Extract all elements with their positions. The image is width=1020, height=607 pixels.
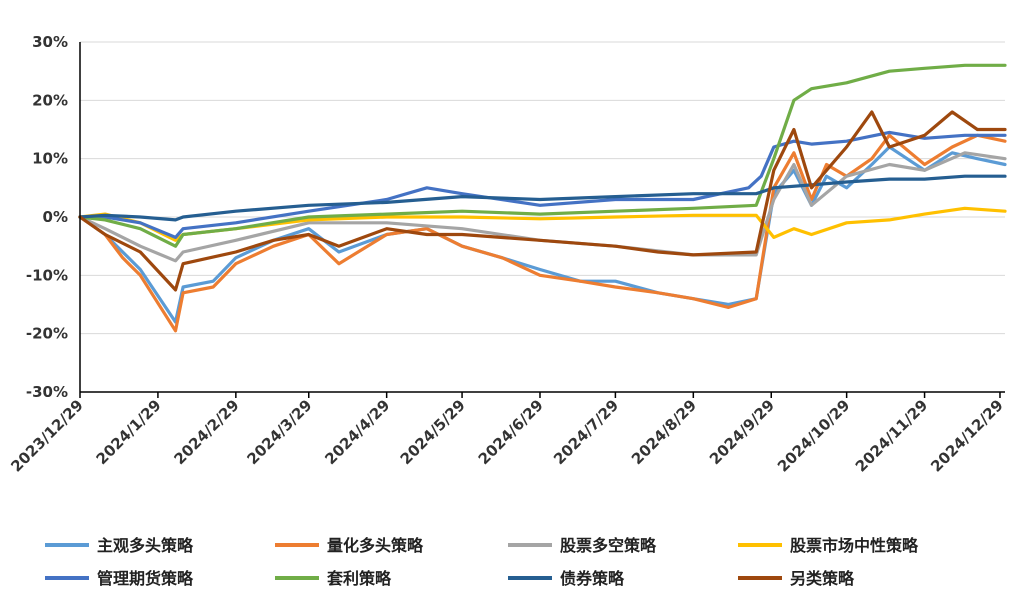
y-tick-label: -10% (26, 266, 68, 284)
x-tick-label: 2024/6/29 (475, 396, 547, 468)
legend-label: 主观多头策略 (97, 536, 194, 555)
legend-label: 股票多空策略 (560, 536, 657, 555)
legend-label: 量化多头策略 (327, 536, 424, 555)
y-tick-label: 30% (32, 33, 68, 51)
series-lines (78, 63, 1007, 333)
x-tick-label: 2024/10/29 (774, 396, 854, 476)
x-tick-label: 2024/1/29 (93, 396, 165, 468)
x-tick-label: 2024/11/29 (852, 396, 932, 476)
series-line (78, 63, 1007, 248)
y-tick-label: 10% (32, 150, 68, 168)
y-tick-label: 0% (43, 208, 68, 226)
x-tick-label: 2024/8/29 (628, 396, 700, 468)
series-line (78, 110, 1007, 292)
gridlines (80, 41, 1005, 393)
x-tick-label: 2024/5/29 (397, 396, 469, 468)
x-tick-label: 2023/12/29 (7, 396, 87, 476)
x-tick-label: 2024/3/29 (243, 396, 315, 468)
series-line (78, 174, 1007, 222)
series-line (78, 133, 1007, 333)
x-tick-label: 2024/4/29 (321, 396, 393, 468)
series-line (78, 206, 1007, 242)
y-tick-label: 20% (32, 91, 68, 109)
x-tick-label: 2024/7/29 (550, 396, 622, 468)
y-tick-label: -20% (26, 325, 68, 343)
legend-label: 管理期货策略 (97, 569, 194, 588)
y-tick-label: -30% (26, 383, 68, 401)
legend-label: 套利策略 (326, 569, 392, 588)
x-tick-label: 2024/2/29 (171, 396, 243, 468)
x-tick-label: 2024/12/29 (927, 396, 1007, 476)
series-line (78, 145, 1007, 324)
legend-label: 债券策略 (560, 569, 625, 588)
legend-label: 另类策略 (790, 569, 855, 588)
legend-label: 股票市场中性策略 (790, 536, 919, 555)
x-tick-label: 2024/9/29 (706, 396, 778, 468)
